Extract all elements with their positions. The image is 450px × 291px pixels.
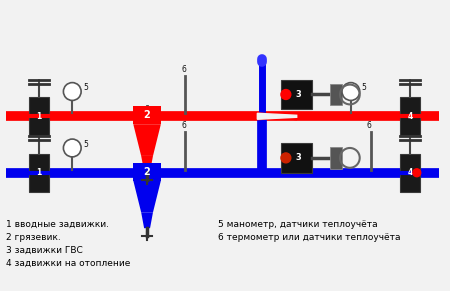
- Text: 3: 3: [296, 153, 302, 162]
- FancyBboxPatch shape: [330, 84, 342, 105]
- Text: 6: 6: [181, 65, 186, 74]
- Text: 4 задвижки на отопление: 4 задвижки на отопление: [6, 259, 130, 268]
- Text: 1: 1: [36, 168, 41, 177]
- FancyBboxPatch shape: [29, 97, 49, 135]
- FancyBboxPatch shape: [400, 97, 420, 135]
- Polygon shape: [133, 181, 161, 212]
- Text: 5: 5: [83, 139, 88, 148]
- Polygon shape: [141, 212, 153, 228]
- Circle shape: [281, 90, 291, 100]
- Text: 4: 4: [407, 112, 413, 121]
- Text: 2 грязевик.: 2 грязевик.: [6, 233, 61, 242]
- Circle shape: [63, 83, 81, 100]
- Polygon shape: [133, 124, 161, 156]
- Text: 2: 2: [144, 167, 150, 177]
- FancyBboxPatch shape: [133, 107, 161, 124]
- Polygon shape: [257, 113, 297, 119]
- Text: 2: 2: [144, 110, 150, 120]
- FancyBboxPatch shape: [400, 154, 420, 191]
- Polygon shape: [141, 156, 153, 172]
- Circle shape: [342, 83, 360, 100]
- FancyBboxPatch shape: [330, 147, 342, 169]
- Text: 5 манометр, датчики теплоучёта: 5 манометр, датчики теплоучёта: [218, 220, 378, 229]
- Text: 1: 1: [36, 112, 41, 121]
- FancyBboxPatch shape: [29, 154, 49, 191]
- Text: 4: 4: [407, 168, 413, 177]
- Text: 5: 5: [83, 83, 88, 92]
- Text: 3 задвижки ГВС: 3 задвижки ГВС: [6, 246, 83, 255]
- Circle shape: [281, 153, 291, 163]
- Text: 3: 3: [296, 90, 302, 99]
- Polygon shape: [257, 113, 297, 120]
- Text: 6 термометр или датчики теплоучёта: 6 термометр или датчики теплоучёта: [218, 233, 400, 242]
- Text: 5: 5: [362, 83, 367, 92]
- Text: 1 вводные задвижки.: 1 вводные задвижки.: [6, 220, 109, 229]
- Circle shape: [63, 139, 81, 157]
- FancyBboxPatch shape: [133, 163, 161, 181]
- FancyBboxPatch shape: [281, 143, 312, 173]
- FancyBboxPatch shape: [281, 80, 312, 109]
- Text: 6: 6: [181, 121, 186, 130]
- Text: 6: 6: [367, 121, 371, 130]
- Circle shape: [413, 169, 421, 177]
